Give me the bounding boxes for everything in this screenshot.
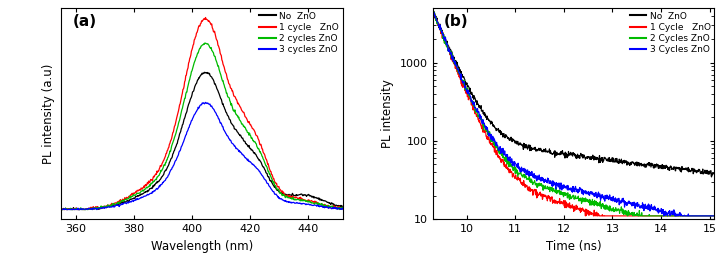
- Text: (a): (a): [73, 14, 96, 29]
- X-axis label: Time (ns): Time (ns): [546, 239, 602, 253]
- Y-axis label: PL intensity: PL intensity: [381, 79, 394, 148]
- Y-axis label: PL intensity (a.u): PL intensity (a.u): [42, 63, 55, 164]
- X-axis label: Wavelength (nm): Wavelength (nm): [151, 239, 253, 253]
- Legend: No  ZnO, 1 cycle   ZnO, 2 cycles ZnO, 3 cycles ZnO: No ZnO, 1 cycle ZnO, 2 cycles ZnO, 3 cyc…: [258, 10, 341, 56]
- Legend: No  ZnO, 1 Cycle   ZnO, 2 Cycles ZnO, 3 Cycles ZnO: No ZnO, 1 Cycle ZnO, 2 Cycles ZnO, 3 Cyc…: [628, 10, 712, 56]
- Text: (b): (b): [444, 14, 469, 29]
